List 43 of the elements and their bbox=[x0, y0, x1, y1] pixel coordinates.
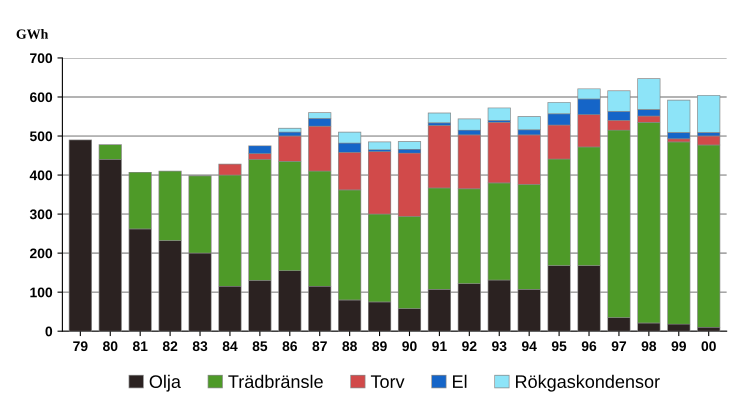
x-tick-label: 81 bbox=[132, 341, 148, 352]
x-tick-label: 93 bbox=[492, 341, 506, 352]
y-tick-label: 500 bbox=[30, 131, 52, 142]
y-tick-label: 300 bbox=[30, 209, 52, 220]
x-tick-label: 85 bbox=[252, 341, 268, 352]
y-tick-label: 200 bbox=[30, 248, 52, 258]
x-tick-label: 84 bbox=[222, 341, 238, 352]
legend-label: El bbox=[453, 374, 466, 388]
y-tick-label: 400 bbox=[30, 170, 52, 180]
x-tick-label: 95 bbox=[552, 341, 566, 352]
y-tick-label: 0 bbox=[45, 326, 52, 336]
x-tick-label: 86 bbox=[282, 341, 298, 352]
legend-label: Rökgaskondensor bbox=[516, 374, 660, 392]
y-tick-label: 600 bbox=[30, 92, 52, 102]
x-tick-label: 00 bbox=[702, 341, 716, 352]
bar bbox=[368, 142, 392, 150]
x-tick-label: 98 bbox=[642, 341, 656, 352]
x-tick-label: 92 bbox=[462, 341, 476, 352]
x-tick-label: 80 bbox=[102, 341, 118, 352]
legend-label: Trädbränsle bbox=[228, 374, 323, 388]
y-tick-label: 100 bbox=[30, 288, 52, 298]
bar bbox=[278, 128, 302, 132]
x-tick-label: 82 bbox=[162, 341, 178, 352]
x-tick-label: 87 bbox=[312, 341, 327, 352]
x-tick-label: 79 bbox=[73, 341, 88, 352]
x-tick-label: 88 bbox=[342, 341, 357, 352]
x-tick-label: 91 bbox=[432, 341, 447, 352]
x-tick-label: 94 bbox=[522, 341, 537, 352]
x-tick-label: 96 bbox=[582, 341, 596, 352]
x-tick-label: 83 bbox=[192, 341, 208, 352]
bar bbox=[428, 112, 451, 124]
x-tick-label: 90 bbox=[402, 341, 417, 352]
legend-label: Olja bbox=[150, 374, 181, 392]
x-tick-label: 99 bbox=[672, 341, 686, 352]
bar bbox=[68, 140, 92, 332]
bar bbox=[458, 118, 481, 131]
y-tick-label: 700 bbox=[30, 53, 52, 64]
x-tick-label: 89 bbox=[372, 341, 387, 352]
bar bbox=[398, 141, 422, 150]
legend-label: Torv bbox=[370, 375, 405, 388]
y-axis-title: GWh bbox=[16, 28, 48, 39]
bar bbox=[697, 95, 720, 133]
x-tick-label: 97 bbox=[612, 341, 626, 352]
